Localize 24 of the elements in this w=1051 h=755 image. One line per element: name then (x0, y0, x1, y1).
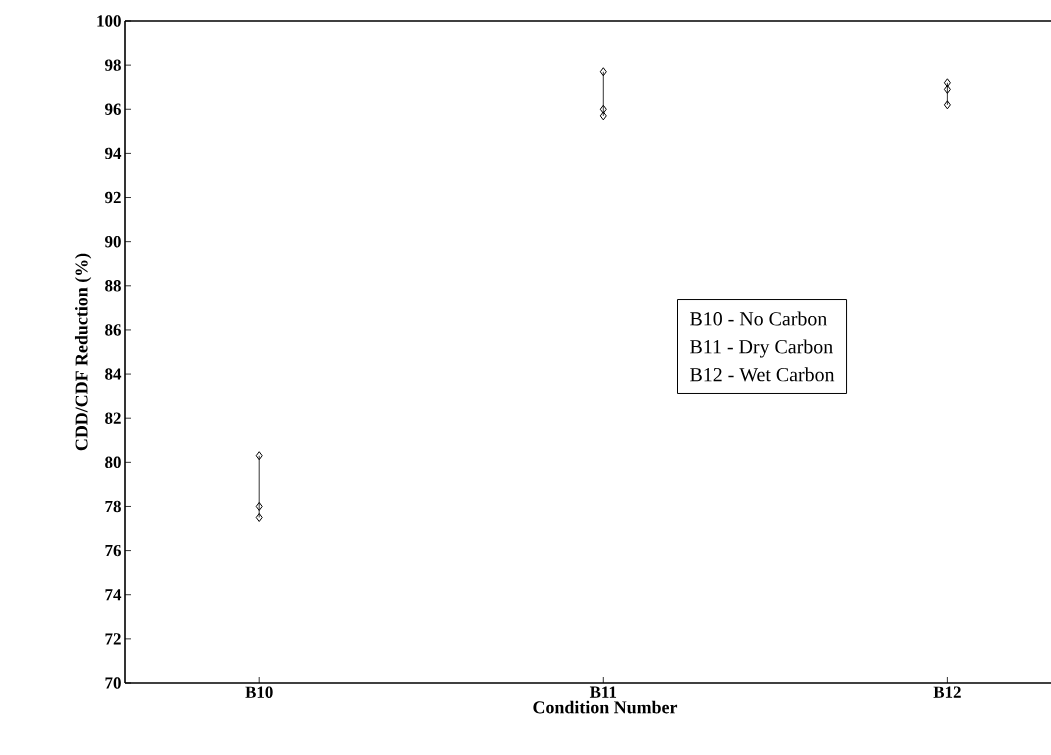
y-tick-label: 82 (105, 412, 121, 424)
y-tick-label: 78 (105, 500, 121, 513)
y-tick-label: 94 (105, 147, 122, 160)
y-tick-label: 98 (105, 59, 121, 71)
annotation: B10 - No Carbon (690, 311, 827, 326)
y-tick-label: 70 (105, 677, 121, 689)
x-tick-label: B11 (589, 686, 617, 698)
y-tick-label: 96 (105, 103, 121, 115)
y-tick-label: 90 (105, 235, 121, 248)
y-tick-label: 80 (105, 456, 121, 469)
y-tick-label: 92 (105, 191, 121, 204)
x-tick-label: B12 (933, 686, 961, 698)
x-axis-title: Condition Number (533, 700, 678, 714)
x-tick-label: B10 (245, 686, 273, 698)
annotation: B11 - Dry Carbon (690, 339, 833, 358)
y-tick-label: 100 (97, 15, 121, 27)
y-tick-label: 86 (105, 324, 121, 336)
annotation: B12 - Wet Carbon (690, 367, 835, 382)
y-tick-label: 72 (105, 633, 121, 645)
y-tick-label: 84 (105, 368, 122, 380)
y-tick-label: 74 (105, 589, 122, 601)
y-axis-title: CDD/CDF Reduction (%) (74, 253, 92, 451)
y-tick-label: 76 (105, 544, 121, 557)
y-tick-label: 88 (105, 280, 121, 292)
